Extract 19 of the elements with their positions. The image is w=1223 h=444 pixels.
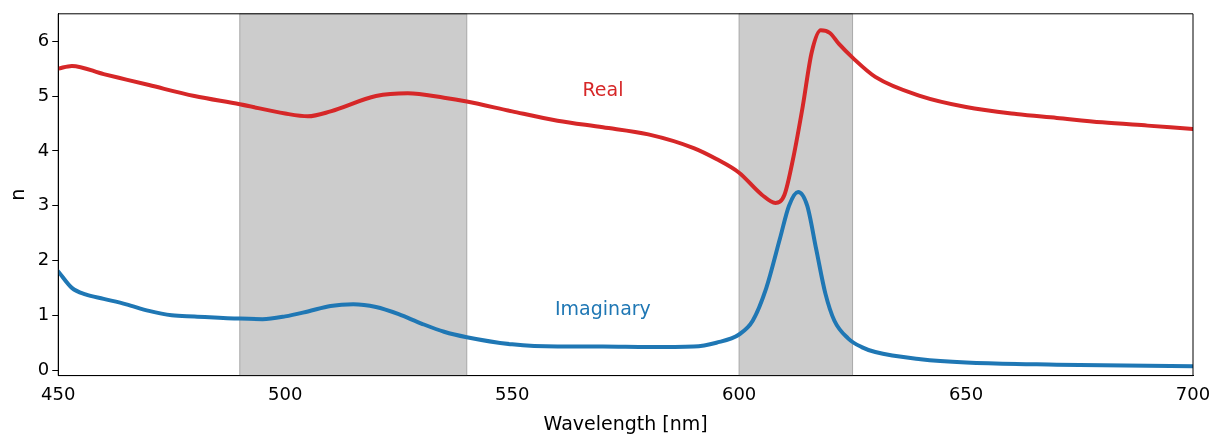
series-label: Imaginary bbox=[555, 297, 651, 320]
x-tick-label: 650 bbox=[948, 383, 984, 405]
y-tick-label: 0 bbox=[37, 357, 50, 379]
y-tick-label: 5 bbox=[37, 83, 50, 105]
x-tick-label: 700 bbox=[1175, 383, 1211, 405]
x-tick-label: 500 bbox=[268, 383, 303, 405]
y-tick-label: 2 bbox=[37, 248, 50, 270]
x-tick-label: 450 bbox=[41, 383, 76, 405]
y-tick-label: 3 bbox=[37, 193, 50, 215]
x-tick-label: 600 bbox=[721, 383, 757, 405]
y-tick-label: 4 bbox=[37, 138, 50, 160]
y-axis-title: n bbox=[6, 188, 29, 201]
series-label: Real bbox=[582, 78, 624, 101]
line-series bbox=[58, 189, 1193, 369]
line-series bbox=[58, 28, 1193, 205]
x-tick-label: 550 bbox=[494, 383, 530, 405]
x-axis-title: Wavelength [nm] bbox=[543, 411, 708, 434]
y-tick-label: 6 bbox=[37, 28, 50, 50]
y-tick-label: 1 bbox=[37, 302, 50, 324]
